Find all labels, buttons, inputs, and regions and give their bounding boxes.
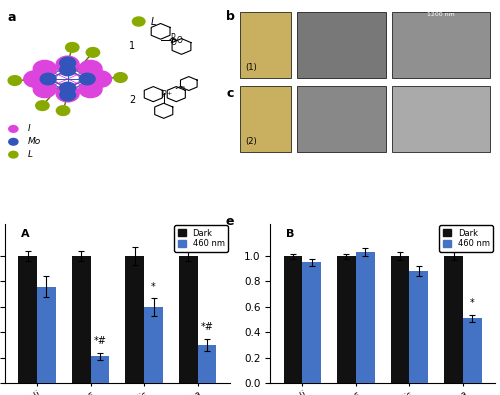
Circle shape — [9, 139, 18, 145]
Circle shape — [86, 47, 100, 57]
Bar — [284, 256, 302, 383]
Circle shape — [9, 151, 18, 158]
Circle shape — [79, 60, 102, 77]
Text: 1200 nm: 1200 nm — [427, 12, 454, 17]
Text: (2): (2) — [245, 137, 257, 146]
Circle shape — [60, 82, 76, 94]
Legend: Dark, 460 nm: Dark, 460 nm — [440, 225, 493, 252]
Text: I: I — [28, 124, 30, 134]
Bar — [390, 256, 409, 383]
Text: O: O — [170, 38, 176, 47]
Text: (1): (1) — [245, 63, 257, 72]
Text: *: * — [151, 282, 156, 292]
Circle shape — [79, 81, 102, 98]
Bar — [72, 256, 90, 383]
Text: *: * — [470, 298, 474, 308]
Text: Mo: Mo — [28, 137, 41, 146]
Text: 2: 2 — [130, 95, 136, 105]
Circle shape — [8, 76, 22, 85]
FancyBboxPatch shape — [392, 12, 490, 78]
Text: 1: 1 — [130, 41, 136, 51]
Text: B: B — [286, 229, 294, 239]
Bar — [302, 262, 321, 383]
Text: L: L — [28, 150, 33, 159]
Text: L: L — [151, 17, 156, 26]
Circle shape — [114, 73, 127, 82]
FancyBboxPatch shape — [297, 12, 386, 78]
Circle shape — [56, 106, 70, 115]
Bar — [90, 356, 110, 383]
Circle shape — [36, 101, 49, 111]
Circle shape — [24, 71, 47, 87]
Circle shape — [80, 73, 95, 85]
Text: b: b — [226, 10, 235, 23]
Circle shape — [88, 71, 112, 87]
Text: +: + — [166, 91, 172, 96]
Text: P: P — [170, 33, 174, 42]
Bar — [126, 256, 144, 383]
Text: c: c — [226, 87, 234, 100]
Circle shape — [60, 89, 76, 101]
Circle shape — [56, 56, 79, 73]
Circle shape — [60, 64, 76, 76]
Legend: Dark, 460 nm: Dark, 460 nm — [174, 225, 228, 252]
FancyBboxPatch shape — [392, 86, 490, 152]
Bar — [179, 256, 198, 383]
Text: e: e — [226, 215, 234, 228]
Circle shape — [34, 60, 56, 77]
Bar — [356, 252, 374, 383]
Text: P: P — [162, 90, 166, 99]
Text: *#: *# — [94, 336, 106, 346]
Circle shape — [66, 43, 79, 52]
Bar — [144, 307, 163, 383]
Bar — [463, 318, 481, 383]
Bar — [410, 271, 428, 383]
Circle shape — [34, 81, 56, 98]
Bar — [37, 287, 56, 383]
Bar — [198, 345, 216, 383]
Text: O: O — [176, 36, 182, 45]
Bar — [18, 256, 37, 383]
Text: a: a — [7, 11, 16, 24]
FancyBboxPatch shape — [297, 86, 386, 152]
Bar — [444, 256, 463, 383]
Bar — [337, 256, 356, 383]
Circle shape — [40, 73, 56, 85]
Circle shape — [60, 57, 76, 69]
Circle shape — [9, 126, 18, 132]
FancyBboxPatch shape — [240, 86, 292, 152]
Text: A: A — [20, 229, 30, 239]
Circle shape — [56, 85, 79, 102]
Text: *#: *# — [200, 322, 213, 332]
Circle shape — [132, 17, 145, 26]
FancyBboxPatch shape — [240, 12, 292, 78]
